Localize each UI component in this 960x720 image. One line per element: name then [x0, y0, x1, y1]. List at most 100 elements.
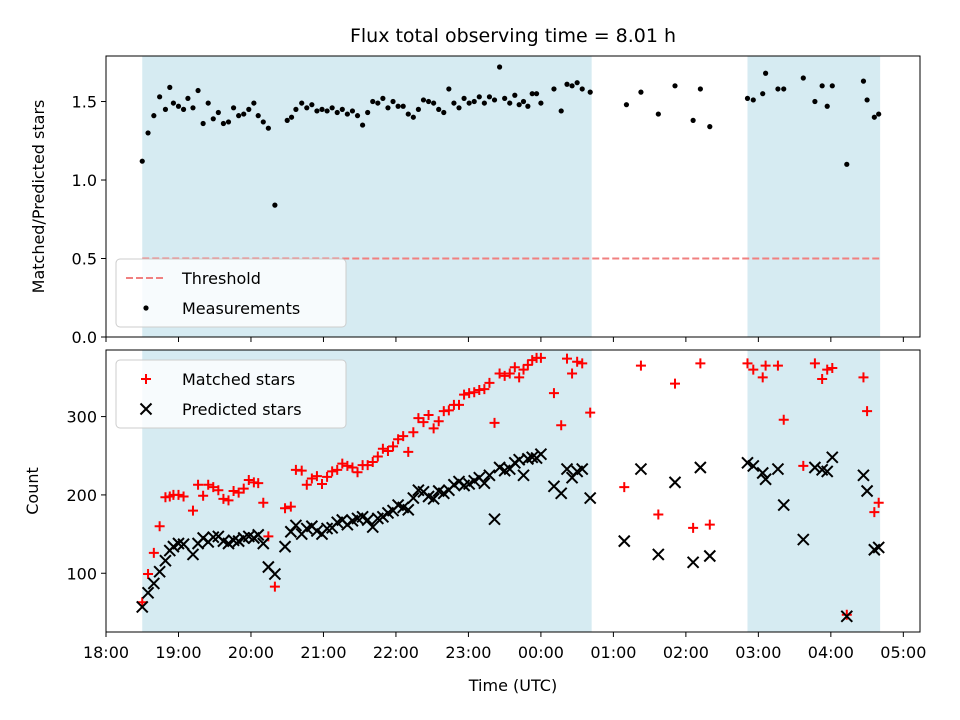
data-point	[707, 124, 713, 130]
data-point	[686, 556, 700, 569]
data-point	[329, 105, 335, 111]
data-point	[322, 471, 333, 482]
data-point	[170, 100, 177, 106]
panel-counts: 100 200 300 18:00 19:00 20:00 21:00 22:00 23:00 0…	[23, 349, 926, 662]
data-point	[496, 64, 503, 70]
data-point	[177, 538, 190, 551]
data-point	[218, 493, 229, 504]
data-point	[535, 352, 546, 363]
data-point	[619, 482, 630, 493]
data-point	[623, 102, 630, 108]
data-point	[380, 95, 386, 101]
data-point	[822, 364, 833, 375]
data-point	[522, 359, 533, 370]
data-point	[284, 117, 290, 123]
data-point	[529, 91, 535, 97]
data-point	[672, 83, 678, 89]
data-point	[668, 476, 682, 489]
data-point	[428, 423, 439, 434]
data-point	[777, 498, 790, 512]
data-point	[361, 513, 374, 527]
data-point	[466, 100, 472, 106]
data-point	[585, 407, 596, 418]
data-point	[827, 363, 838, 374]
data-point	[876, 111, 882, 117]
data-point	[821, 465, 834, 478]
panel-ratio: 0.0 0.5 1.0 1.5 Matched/Predicted stars Thres…	[29, 55, 921, 347]
data-point	[486, 94, 493, 100]
data-point	[157, 94, 163, 100]
data-point	[136, 600, 149, 614]
data-point	[265, 125, 271, 131]
legend-entry: Predicted stars	[182, 400, 302, 419]
data-point	[402, 503, 415, 517]
data-point	[407, 491, 420, 505]
data-point	[742, 358, 753, 369]
data-point	[180, 106, 187, 112]
data-point	[484, 377, 495, 388]
data-point	[185, 95, 191, 101]
data-point	[408, 427, 419, 438]
data-point	[339, 106, 345, 112]
data-point	[220, 120, 227, 127]
data-point	[862, 406, 873, 417]
legend-box	[115, 359, 347, 429]
data-point	[255, 113, 261, 119]
data-point	[260, 119, 266, 125]
data-point	[349, 108, 356, 114]
data-point	[354, 113, 361, 119]
data-point	[760, 360, 771, 371]
y-tick-label: 200	[66, 486, 97, 505]
data-point	[415, 106, 422, 112]
data-point	[750, 97, 756, 103]
data-point	[461, 95, 467, 101]
data-point	[252, 528, 265, 542]
data-point	[690, 117, 696, 123]
data-point	[756, 466, 769, 480]
data-point	[763, 70, 769, 76]
data-point	[324, 108, 330, 114]
data-point	[509, 362, 520, 373]
data-point	[781, 86, 787, 92]
data-point	[577, 358, 588, 369]
chart-title: Flux total observing time = 8.01 h	[350, 25, 676, 47]
legend: Matched stars Predicted stars	[115, 359, 347, 429]
data-point	[382, 446, 393, 457]
data-point	[268, 567, 282, 581]
data-point	[301, 479, 312, 490]
data-point	[337, 458, 348, 469]
data-point	[342, 460, 353, 471]
data-point	[431, 100, 437, 106]
data-point	[844, 161, 850, 167]
data-point	[507, 100, 513, 106]
data-point	[186, 548, 200, 561]
series-plus	[137, 352, 884, 620]
data-point	[533, 91, 540, 97]
x-tick-label: 22:00	[373, 643, 419, 662]
data-point	[200, 120, 206, 127]
data-point	[366, 520, 379, 534]
x-tick-label: 00:00	[518, 643, 564, 662]
data-point	[390, 98, 396, 105]
legend-entry: Threshold	[181, 269, 261, 288]
data-point	[233, 487, 244, 498]
data-point	[567, 368, 578, 379]
data-point	[572, 356, 583, 367]
data-point	[655, 111, 661, 117]
data-point	[418, 417, 429, 428]
x-axis-label: Time (UTC)	[468, 676, 557, 695]
data-point	[317, 478, 328, 489]
data-point	[453, 399, 464, 410]
x-tick-label: 05:00	[880, 643, 926, 662]
data-point	[347, 462, 358, 473]
data-point	[175, 103, 182, 109]
data-point	[446, 86, 452, 92]
data-point	[162, 106, 169, 112]
data-point	[306, 473, 317, 484]
data-point	[159, 554, 172, 567]
data-point	[147, 577, 161, 590]
y-tick-label: 0.0	[72, 328, 97, 347]
data-point	[741, 456, 754, 470]
data-point	[504, 368, 515, 379]
series-x	[136, 447, 885, 623]
